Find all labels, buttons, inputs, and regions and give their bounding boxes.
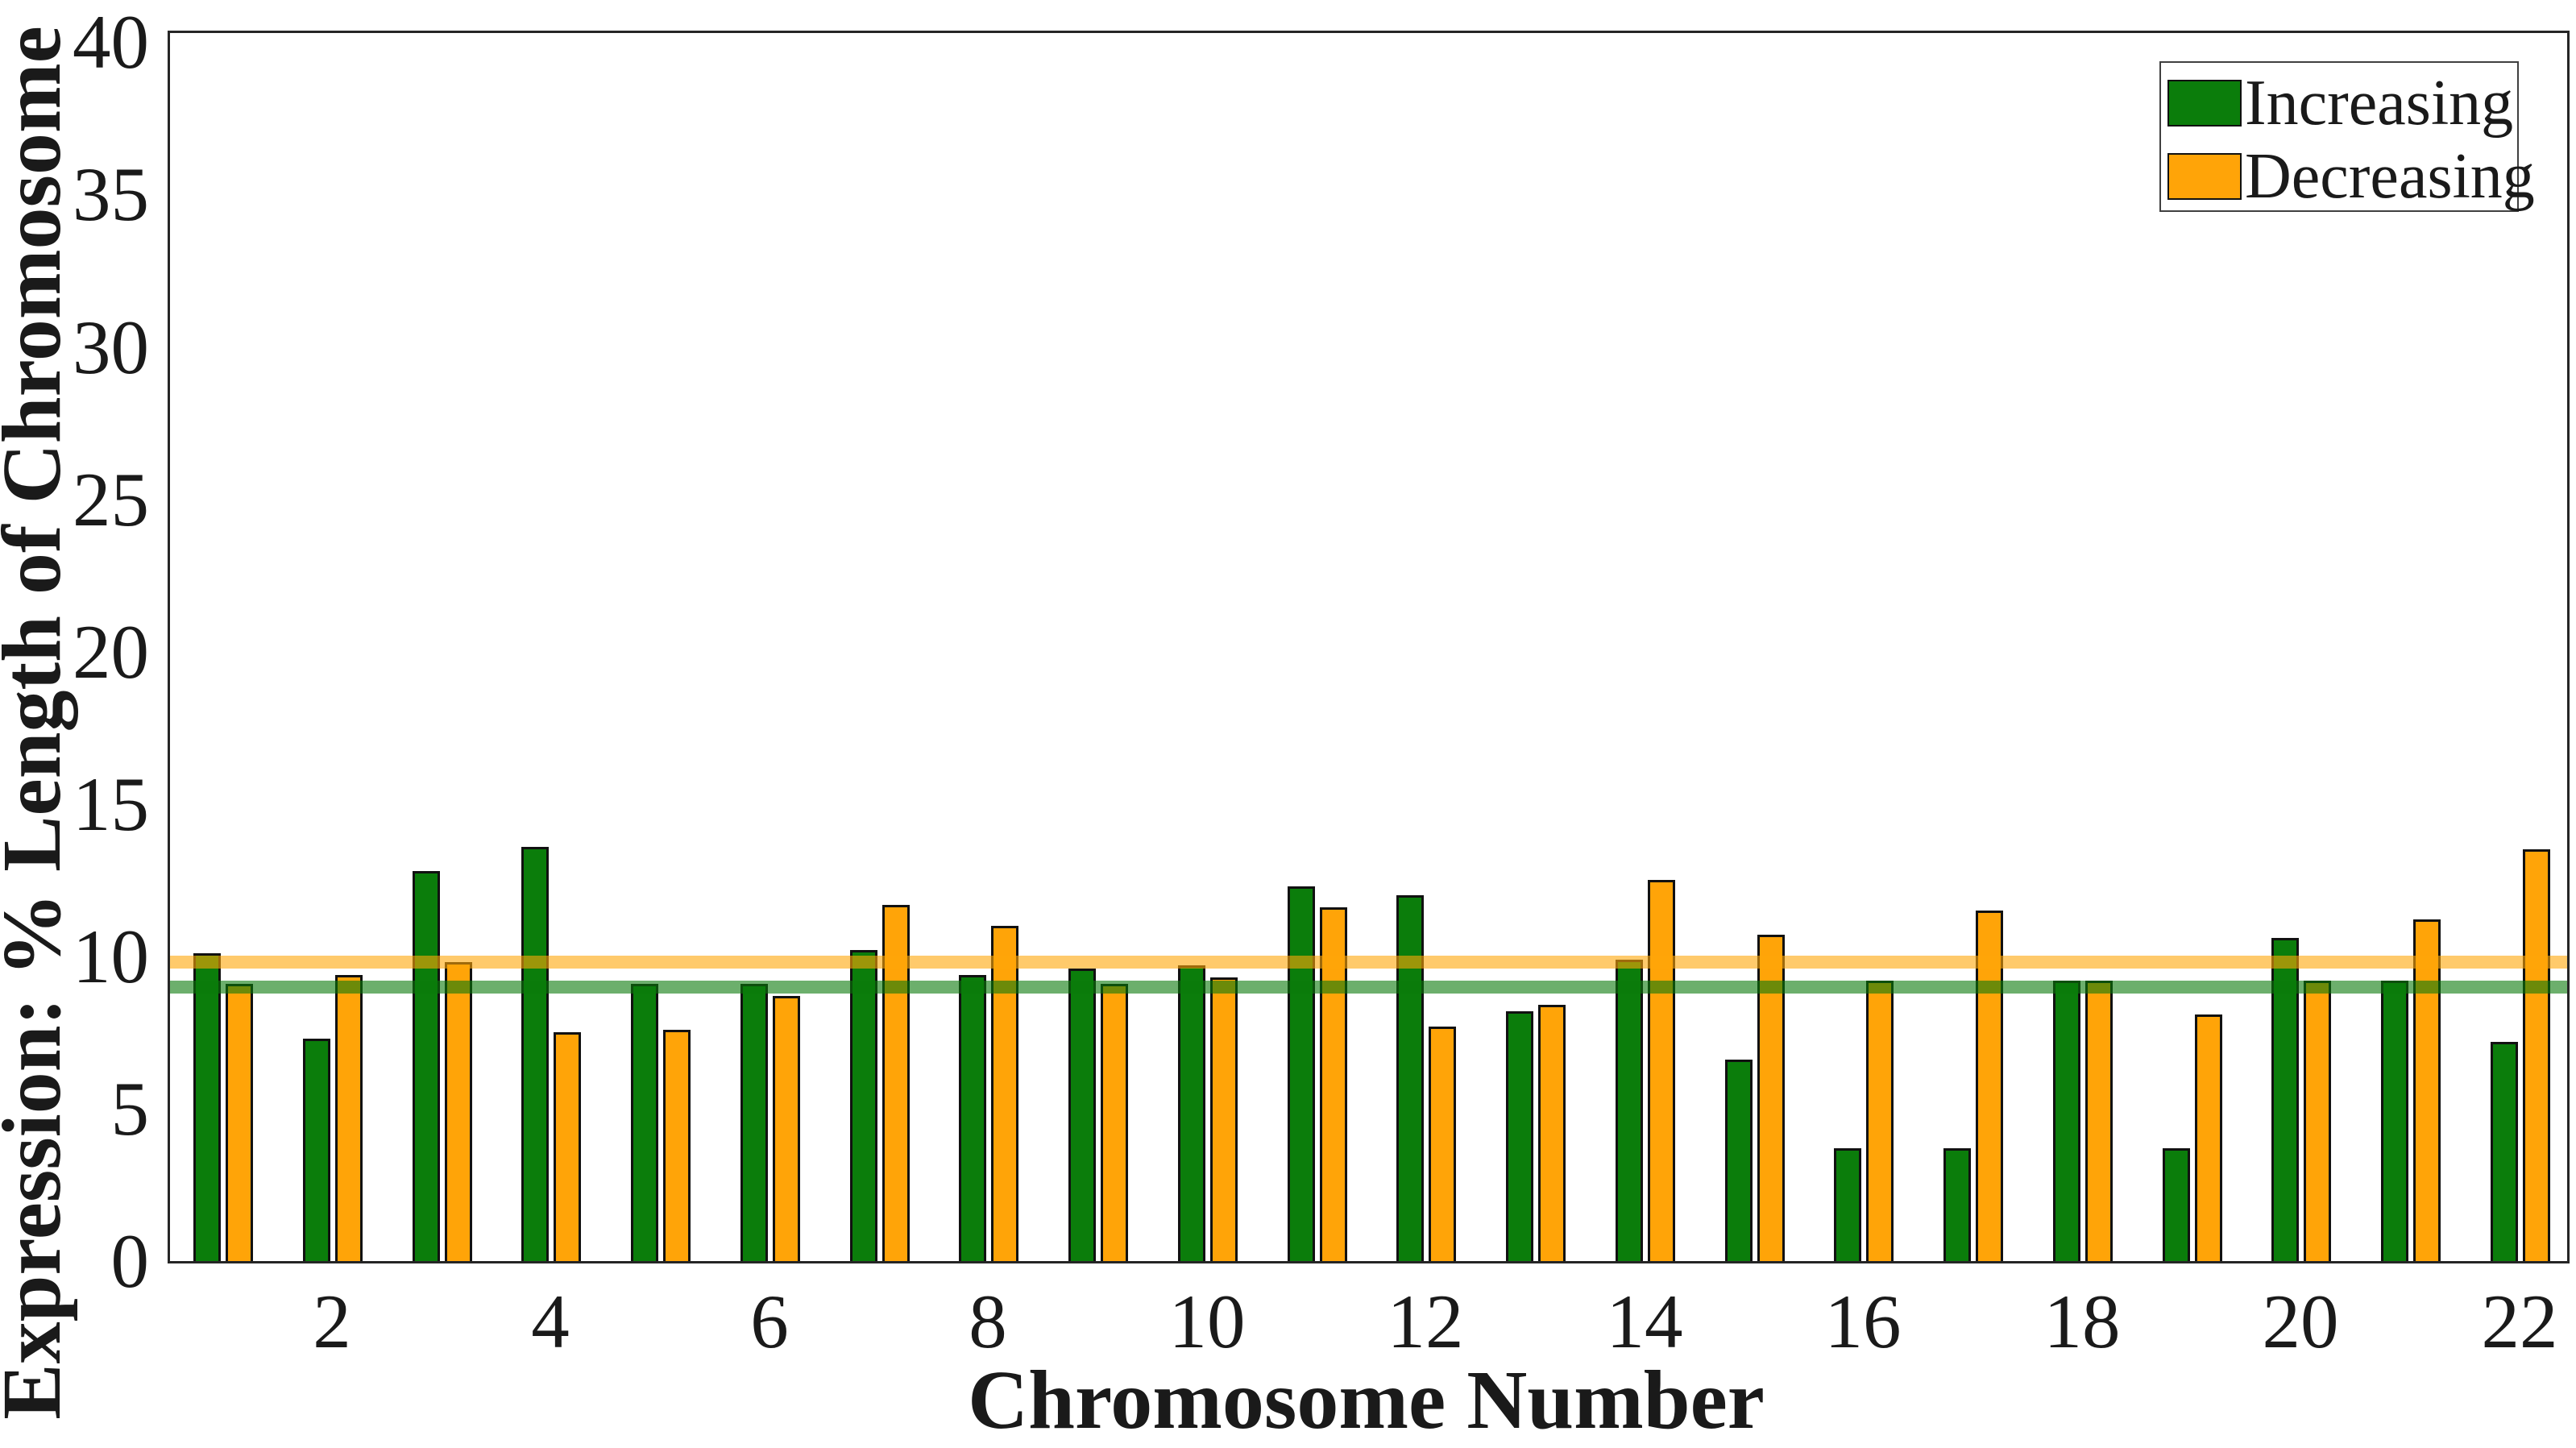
reference-line-decreasing [170, 956, 2567, 969]
bar-chr14-decreasing [1647, 880, 1675, 1261]
bar-chr4-increasing [521, 847, 550, 1261]
x-tick-18: 18 [2043, 1279, 2121, 1364]
x-tick-20: 20 [2262, 1279, 2339, 1364]
bar-chr15-increasing [1724, 1060, 1753, 1261]
bar-chr12-decreasing [1429, 1027, 1457, 1261]
bar-chr18-decreasing [2084, 981, 2113, 1261]
bar-chr2-increasing [302, 1039, 330, 1261]
bar-chr14-increasing [1615, 960, 1643, 1261]
bar-chr20-decreasing [2304, 981, 2332, 1261]
bar-chr6-increasing [740, 984, 768, 1261]
bar-chr21-increasing [2381, 981, 2409, 1261]
legend-swatch-increasing [2167, 80, 2242, 127]
y-axis-label: Expression: % Length of Chromosome [0, 25, 78, 1420]
legend-label-increasing: Increasing [2245, 68, 2514, 139]
bar-chr5-decreasing [663, 1030, 691, 1261]
y-tick-30: 30 [73, 305, 149, 390]
bar-chr4-decreasing [554, 1032, 582, 1261]
bar-chr11-increasing [1287, 886, 1315, 1261]
bar-chr10-increasing [1177, 965, 1205, 1261]
bar-chr6-decreasing [772, 996, 800, 1261]
x-tick-12: 12 [1387, 1279, 1464, 1364]
x-tick-22: 22 [2481, 1279, 2558, 1364]
y-tick-35: 35 [73, 151, 149, 237]
bar-chr2-decreasing [334, 975, 363, 1261]
x-tick-14: 14 [1606, 1279, 1683, 1364]
bar-chr22-decreasing [2523, 849, 2550, 1261]
x-axis-label: Chromosome Number [968, 1354, 1765, 1446]
bar-chr1-increasing [193, 953, 221, 1261]
bar-chr9-decreasing [1101, 984, 1129, 1261]
bar-chr22-increasing [2491, 1042, 2518, 1261]
bar-chr8-decreasing [991, 926, 1019, 1261]
x-tick-4: 4 [531, 1279, 570, 1364]
bar-chr16-decreasing [1866, 981, 1894, 1261]
legend-swatch-decreasing [2167, 153, 2242, 200]
bar-chr17-decreasing [1976, 911, 2004, 1261]
bar-chr19-decreasing [2194, 1014, 2222, 1261]
plot-area: 0 5 10 15 20 25 30 35 40 2 4 6 8 10 12 14 16 18 20 22 Incr… [73, 4, 2570, 1360]
y-tick-10: 10 [73, 914, 149, 999]
y-tick-5: 5 [110, 1066, 150, 1151]
y-tick-40: 40 [73, 0, 149, 85]
bar-chr16-increasing [1834, 1148, 1862, 1261]
bar-chr10-decreasing [1209, 977, 1238, 1261]
bar-chr18-increasing [2052, 981, 2080, 1261]
legend: Increasing Decreasing [2159, 61, 2535, 212]
bar-chr7-increasing [849, 950, 877, 1261]
legend-label-decreasing: Decreasing [2245, 141, 2535, 212]
x-tick-2: 2 [313, 1279, 351, 1364]
bar-chr13-increasing [1506, 1011, 1534, 1261]
bar-chr19-increasing [2162, 1148, 2190, 1261]
bar-chr13-decreasing [1538, 1005, 1566, 1261]
bar-chr3-increasing [412, 871, 440, 1261]
y-tick-0: 0 [110, 1218, 150, 1304]
bar-chr21-decreasing [2413, 919, 2441, 1261]
bar-chr3-decreasing [444, 962, 472, 1261]
bar-chr1-decreasing [226, 984, 253, 1261]
x-tick-10: 10 [1168, 1279, 1246, 1364]
y-tick-20: 20 [73, 609, 149, 695]
x-tick-16: 16 [1824, 1279, 1902, 1364]
bar-chr9-increasing [1068, 969, 1097, 1261]
x-tick-6: 6 [750, 1279, 789, 1364]
bar-chr5-increasing [631, 984, 659, 1261]
legend-item-decreasing: Decreasing [2167, 144, 2535, 209]
x-tick-8: 8 [969, 1279, 1007, 1364]
bar-chr12-increasing [1396, 895, 1425, 1261]
bar-chr17-increasing [1943, 1148, 1972, 1261]
y-tick-15: 15 [73, 761, 149, 847]
legend-item-increasing: Increasing [2167, 71, 2513, 135]
reference-line-increasing [170, 981, 2567, 994]
y-tick-25: 25 [73, 457, 149, 542]
bar-chr8-increasing [959, 975, 987, 1261]
